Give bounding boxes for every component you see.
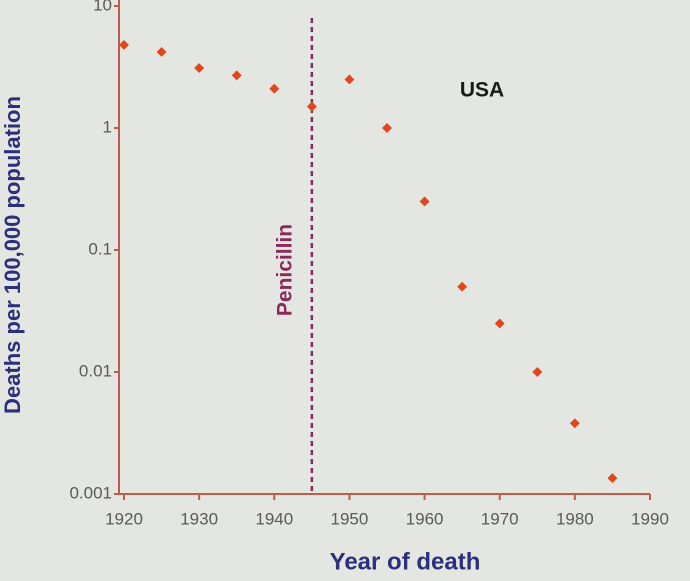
x-axis-label: Year of death [330, 548, 481, 575]
penicillin-label: Penicillin [273, 224, 296, 316]
x-tick-label: 1930 [180, 509, 218, 528]
y-tick-label: 0.1 [88, 239, 112, 258]
data-point [194, 63, 205, 74]
y-tick-label: 1 [103, 117, 112, 136]
y-tick-label: 0.01 [79, 361, 112, 380]
data-point [156, 47, 167, 57]
data-point [457, 281, 468, 292]
data-point [494, 318, 505, 329]
data-point [532, 367, 543, 377]
x-tick-label: 1960 [406, 509, 444, 528]
x-tick-label: 1950 [331, 509, 369, 528]
annotation: USA [460, 79, 504, 102]
data-point [231, 70, 242, 81]
x-tick-label: 1920 [105, 509, 143, 528]
x-tick-label: 1990 [631, 509, 669, 528]
data-point [419, 196, 430, 207]
x-tick-label: 1970 [481, 509, 519, 528]
y-tick-label: 10 [93, 0, 112, 14]
x-tick-label: 1980 [556, 509, 594, 528]
data-point [119, 39, 129, 50]
data-point [569, 418, 580, 429]
y-axis-label: Deaths per 100,000 population [0, 96, 25, 414]
x-tick-label: 1940 [255, 509, 293, 528]
y-tick-label: 0.001 [69, 483, 112, 502]
data-point [607, 473, 618, 484]
